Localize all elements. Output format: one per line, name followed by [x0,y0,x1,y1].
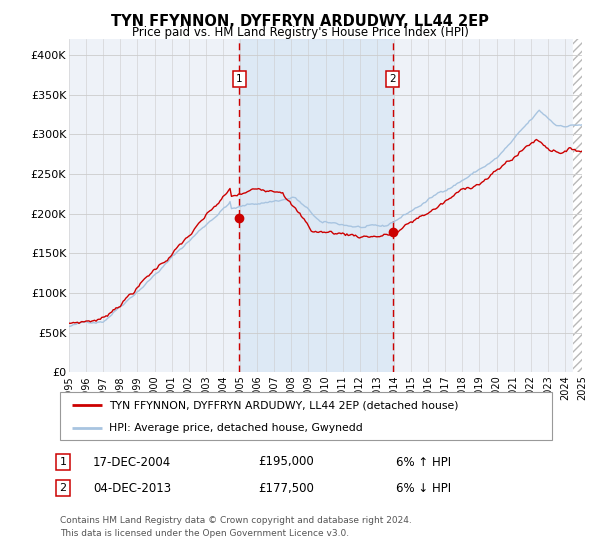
Text: £177,500: £177,500 [258,482,314,495]
Text: 6% ↑ HPI: 6% ↑ HPI [396,455,451,469]
Text: 04-DEC-2013: 04-DEC-2013 [93,482,171,495]
Text: 2: 2 [389,74,396,84]
Text: 2: 2 [59,483,67,493]
Text: HPI: Average price, detached house, Gwynedd: HPI: Average price, detached house, Gwyn… [109,423,363,433]
Text: 1: 1 [59,457,67,467]
Text: 6% ↓ HPI: 6% ↓ HPI [396,482,451,495]
Text: This data is licensed under the Open Government Licence v3.0.: This data is licensed under the Open Gov… [60,529,349,538]
Text: 1: 1 [236,74,242,84]
Bar [574,39,582,372]
Text: TYN FFYNNON, DYFFRYN ARDUDWY, LL44 2EP (detached house): TYN FFYNNON, DYFFRYN ARDUDWY, LL44 2EP (… [109,400,459,410]
Bar [239,39,392,372]
Text: Price paid vs. HM Land Registry's House Price Index (HPI): Price paid vs. HM Land Registry's House … [131,26,469,39]
FancyBboxPatch shape [60,392,552,440]
Text: £195,000: £195,000 [258,455,314,469]
Text: Contains HM Land Registry data © Crown copyright and database right 2024.: Contains HM Land Registry data © Crown c… [60,516,412,525]
Text: 17-DEC-2004: 17-DEC-2004 [93,455,171,469]
Bar [574,39,582,372]
Text: TYN FFYNNON, DYFFRYN ARDUDWY, LL44 2EP: TYN FFYNNON, DYFFRYN ARDUDWY, LL44 2EP [111,14,489,29]
